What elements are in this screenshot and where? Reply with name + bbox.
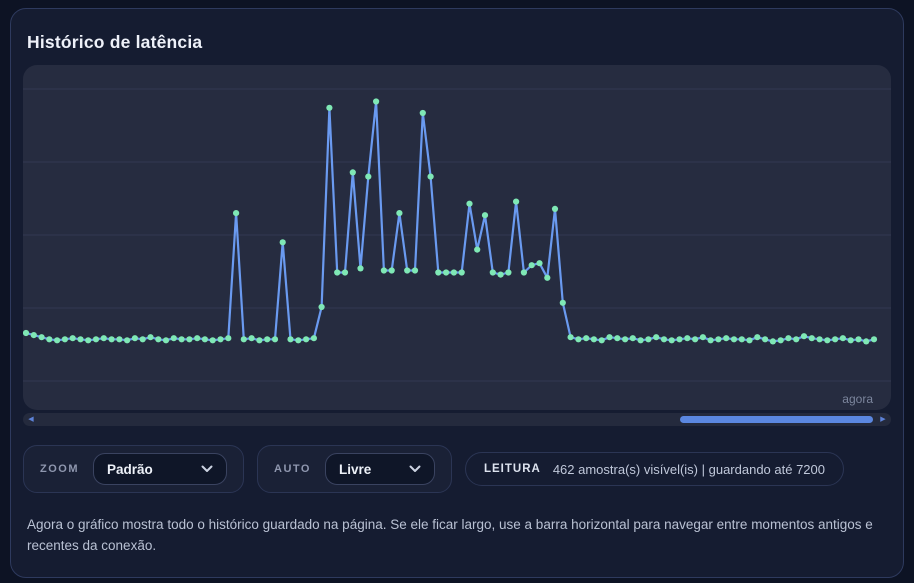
controls-row: ZOOM Padrão AUTO Livre LEITURA 462 amost… [23, 445, 891, 493]
scrollbar-track[interactable] [39, 413, 875, 426]
auto-control-group: AUTO Livre [257, 445, 452, 493]
chevron-down-icon [201, 465, 213, 472]
latency-chart-panel: agora [23, 65, 891, 410]
reading-status-pill: LEITURA 462 amostra(s) visível(is) | gua… [464, 452, 844, 486]
chart-horizontal-scrollbar[interactable]: ◀ ▶ [23, 413, 891, 426]
zoom-label: ZOOM [40, 463, 79, 475]
zoom-select[interactable]: Padrão [93, 453, 227, 485]
reading-status-text: 462 amostra(s) visível(is) | guardando a… [552, 461, 825, 477]
latency-line-chart [23, 88, 891, 382]
zoom-select-value: Padrão [107, 461, 153, 477]
zoom-control-group: ZOOM Padrão [23, 445, 244, 493]
chart-help-text: Agora o gráfico mostra todo o histórico … [27, 517, 873, 553]
scroll-left-arrow-icon[interactable]: ◀ [28, 416, 34, 423]
scroll-right-arrow-icon[interactable]: ▶ [880, 416, 886, 423]
reading-label: LEITURA [483, 463, 541, 475]
auto-label: AUTO [274, 463, 311, 475]
page-title: Histórico de latência [27, 32, 203, 52]
latency-history-card: Histórico de latência agora ◀ ▶ ZOOM Pad… [10, 8, 904, 578]
auto-select[interactable]: Livre [324, 453, 435, 485]
x-axis-now-label: agora [842, 392, 873, 406]
scrollbar-thumb[interactable] [680, 416, 873, 423]
chevron-down-icon [409, 465, 421, 472]
auto-select-value: Livre [338, 461, 372, 477]
